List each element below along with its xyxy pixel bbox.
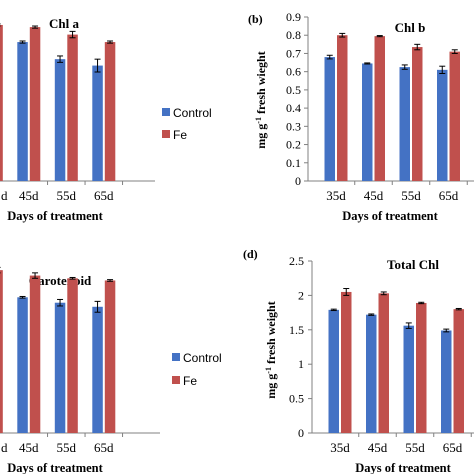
y-tick-label: 0 [298,426,304,440]
bar-fe [449,51,460,181]
panel-b-label: (b) [248,12,263,26]
bar-control [92,65,103,181]
bar-fe [67,278,78,433]
x-tick-label: d [1,188,8,203]
y-tick-label: 0.2 [286,138,301,152]
panel-c-plot: d 45d 55d 65d [0,266,160,455]
panel-d-label: (d) [243,247,258,261]
panel-b-ylabel: mg g-1 fresh wieght [254,51,269,148]
bar-fe [29,275,41,433]
panel-d-ylabel: mg g-1 fresh weight [264,301,279,398]
y-tick-label: 0.3 [286,119,301,133]
panel-a-title: Chl a [49,16,79,31]
panel-b: (b) Chl b mg g-1 fresh wieght 0 0.1 0.2 0.3… [248,10,474,223]
panel-c-xlabel: Days of treatment [7,461,103,474]
legend-control-swatch [172,353,180,361]
x-tick-label: 45d [368,440,388,455]
bar-control [324,57,335,181]
panel-d-plot: 0 0.5 1 1.5 2 2.5 35d 45d 55d 65d [289,254,474,455]
x-tick-label: 45d [19,440,39,455]
bar-control [54,59,66,181]
y-tick-label: 0.8 [286,28,301,42]
y-tick-label: 2.5 [289,254,304,268]
bar-fe [453,309,464,433]
y-tick-label: 1.5 [289,323,304,337]
bar-control [399,67,410,181]
bar-control [403,325,414,433]
bar-control [54,302,66,433]
x-tick-label: d [1,440,8,455]
bar-fe [416,302,427,433]
x-tick-label: 45d [364,188,384,203]
y-tick-label: 0.6 [286,65,301,79]
bar-fe [0,24,3,182]
bar-fe [378,293,389,433]
x-tick-label: 55d [57,188,77,203]
bar-fe [341,291,352,433]
panel-c: Carotenoid d 45d 55d 65d Days of treatment … [0,266,222,474]
y-tick-label: 0.4 [286,101,301,115]
bar-fe [104,42,116,181]
x-tick-label: 35d [326,188,346,203]
panel-b-plot: 0 0.1 0.2 0.3 0.4 0.5 0.6 0.7 0.8 0.9 35d 45d 55d 65d [286,10,474,203]
bar-control [366,314,377,433]
y-tick-label: 0.5 [289,392,304,406]
y-tick-label: 0 [295,174,301,188]
bar-fe [104,280,116,433]
bar-fe [0,270,3,433]
y-tick-label: 0.9 [286,10,301,24]
legend-fe-label: Fe [183,374,197,388]
panel-a-plot: d 45d 55d 65d [0,23,155,203]
legend-fe-label: Fe [173,128,187,142]
y-tick-label: 0.7 [286,46,301,60]
x-tick-label: 55d [57,440,77,455]
y-tick-label: 2 [298,288,304,302]
panel-a: Chl a d 45d 55d 65d Days of treatment Contr… [0,16,212,223]
panel-c-legend: Control Fe [172,351,222,388]
y-tick-label: 0.1 [286,156,301,170]
legend-control-label: Control [183,351,222,365]
legend-control-swatch [162,108,170,116]
bar-control [328,309,339,433]
bar-control [17,297,28,433]
x-tick-label: 55d [401,188,421,203]
panel-b-xlabel: Days of treatment [342,209,438,223]
panel-d: (d) Total Chl mg g-1 fresh weight 0 0.5 1 1… [243,247,474,474]
y-tick-label: 1 [298,357,304,371]
panel-d-xlabel: Days of treatment [355,461,451,474]
bar-fe [374,36,385,182]
x-tick-label: 35d [330,440,350,455]
bar-fe [67,34,78,181]
x-tick-label: 65d [439,188,459,203]
x-tick-label: 55d [405,440,425,455]
bar-control [441,330,452,433]
panel-a-xlabel: Days of treatment [7,209,103,223]
panel-d-title: Total Chl [387,257,439,272]
bar-control [17,42,28,181]
bar-control [362,63,373,181]
x-tick-label: 65d [94,440,114,455]
bar-fe [337,35,348,181]
bar-fe [412,47,423,181]
x-tick-label: 65d [443,440,463,455]
bar-control [92,306,103,433]
y-tick-label: 0.5 [286,83,301,97]
panel-a-legend: Control Fe [162,106,212,142]
legend-control-label: Control [173,106,212,120]
panel-b-title: Chl b [395,20,426,35]
legend-fe-swatch [172,376,180,384]
legend-fe-swatch [162,130,170,138]
bar-control [437,69,448,181]
x-tick-label: 45d [19,188,39,203]
bar-fe [29,27,41,181]
x-tick-label: 65d [94,188,114,203]
